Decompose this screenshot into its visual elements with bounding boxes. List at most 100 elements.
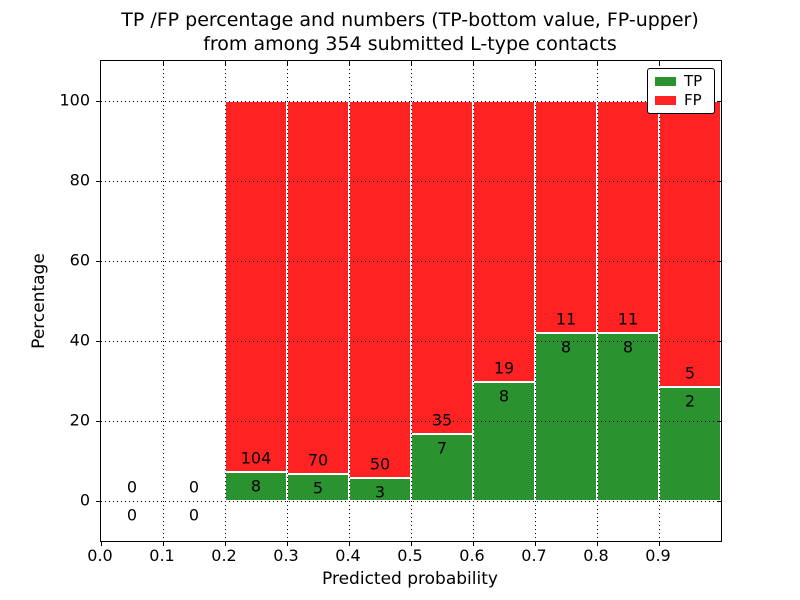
tick-mark-right (717, 101, 721, 102)
x-tick-label: 0.0 (87, 546, 113, 565)
tick-mark-right (717, 421, 721, 422)
legend-label: TP (684, 72, 703, 90)
tick-mark-left (96, 261, 100, 262)
tick-mark-top (349, 61, 350, 65)
tick-mark-bottom (535, 541, 536, 546)
count-label-fp: 11 (617, 309, 639, 329)
gridline-vertical (349, 61, 350, 541)
bar-segment-tp (535, 332, 597, 501)
tick-mark-right (717, 181, 721, 182)
x-tick-label: 0.6 (459, 546, 485, 565)
tick-mark-bottom (659, 541, 660, 546)
chart-title-line1: TP /FP percentage and numbers (TP-bottom… (121, 9, 699, 31)
x-axis-label: Predicted probability (322, 569, 498, 589)
bar-segment-tp (597, 332, 659, 501)
legend-item: TP (648, 74, 714, 89)
legend-swatch-tp (655, 77, 676, 86)
tick-mark-bottom (163, 541, 164, 546)
y-axis-label: Percentage (29, 253, 49, 349)
tick-mark-top (659, 61, 660, 65)
gridline-vertical (163, 61, 164, 541)
count-label-fp: 5 (684, 363, 696, 383)
tick-mark-top (535, 61, 536, 65)
count-label-tp: 8 (498, 386, 510, 406)
tick-mark-bottom (597, 541, 598, 546)
legend-swatch-fp (655, 96, 676, 105)
y-tick-label: 20 (69, 410, 90, 430)
tick-mark-left (96, 501, 100, 502)
count-label-tp: 3 (374, 482, 386, 502)
x-tick-label: 0.1 (149, 546, 175, 565)
tick-mark-top (163, 61, 164, 65)
gridline-vertical (597, 61, 598, 541)
bar-segment-fp (225, 101, 287, 473)
bar-segment-fp (597, 101, 659, 333)
count-label-tp: 8 (560, 337, 572, 357)
gridline-vertical (659, 61, 660, 541)
tick-mark-left (96, 341, 100, 342)
gridline-vertical (411, 61, 412, 541)
x-tick-label: 0.7 (521, 546, 547, 565)
tick-mark-right (717, 341, 721, 342)
count-label-fp: 11 (555, 309, 577, 329)
count-label-tp: 5 (312, 478, 324, 498)
bar-segment-fp (287, 101, 349, 475)
tick-mark-bottom (287, 541, 288, 546)
y-tick-label: 40 (69, 330, 90, 350)
count-label-fp: 70 (307, 450, 329, 470)
tick-mark-bottom (225, 541, 226, 546)
bar-segment-fp (411, 101, 473, 435)
count-label-tp: 8 (250, 476, 262, 496)
x-tick-label: 0.8 (583, 546, 609, 565)
gridline-vertical (535, 61, 536, 541)
bar-segment-fp (659, 101, 721, 387)
x-tick-label: 0.3 (273, 546, 299, 565)
gridline-vertical (473, 61, 474, 541)
bar-segment-fp (535, 101, 597, 333)
tick-mark-top (473, 61, 474, 65)
y-tick-label: 60 (69, 250, 90, 270)
chart-title: TP /FP percentage and numbers (TP-bottom… (100, 8, 720, 56)
tick-mark-right (717, 501, 721, 502)
tick-mark-left (96, 101, 100, 102)
tick-mark-right (717, 261, 721, 262)
chart-title-line2: from among 354 submitted L-type contacts (203, 33, 617, 55)
count-label-fp: 35 (431, 410, 453, 430)
count-label-tp: 0 (188, 505, 200, 525)
legend: TP FP (647, 68, 715, 114)
tick-mark-top (411, 61, 412, 65)
gridline-vertical (287, 61, 288, 541)
y-tick-label: 80 (69, 170, 90, 190)
x-tick-label: 0.5 (397, 546, 423, 565)
plot-area: 0 0 0 0 104 8 70 5 50 3 35 7 19 8 11 8 11 8 5 2 TP FP (96, 60, 722, 546)
count-label-fp: 104 (240, 448, 272, 468)
count-label-tp: 2 (684, 391, 696, 411)
count-label-tp: 8 (622, 337, 634, 357)
gridline-vertical (225, 61, 226, 541)
bar-segment-tp (659, 386, 721, 501)
count-label-fp: 0 (126, 477, 138, 497)
y-tick-label: 0 (79, 490, 90, 510)
x-tick-label: 0.4 (335, 546, 361, 565)
x-tick-label: 0.9 (645, 546, 671, 565)
tick-mark-left (96, 421, 100, 422)
legend-label: FP (684, 91, 702, 109)
tick-mark-bottom (473, 541, 474, 546)
bar-segment-tp (225, 472, 287, 501)
x-tick-label: 0.2 (211, 546, 237, 565)
tick-mark-bottom (349, 541, 350, 546)
count-label-tp: 0 (126, 505, 138, 525)
bar-segment-tp (287, 474, 349, 501)
count-label-tp: 7 (436, 438, 448, 458)
y-tick-label: 100 (59, 90, 90, 110)
count-label-fp: 0 (188, 477, 200, 497)
tick-mark-top (287, 61, 288, 65)
tick-mark-top (597, 61, 598, 65)
tick-mark-bottom (411, 541, 412, 546)
count-label-fp: 19 (493, 358, 515, 378)
legend-item: FP (648, 93, 714, 108)
tick-mark-top (225, 61, 226, 65)
count-label-fp: 50 (369, 454, 391, 474)
tick-mark-bottom (101, 541, 102, 546)
